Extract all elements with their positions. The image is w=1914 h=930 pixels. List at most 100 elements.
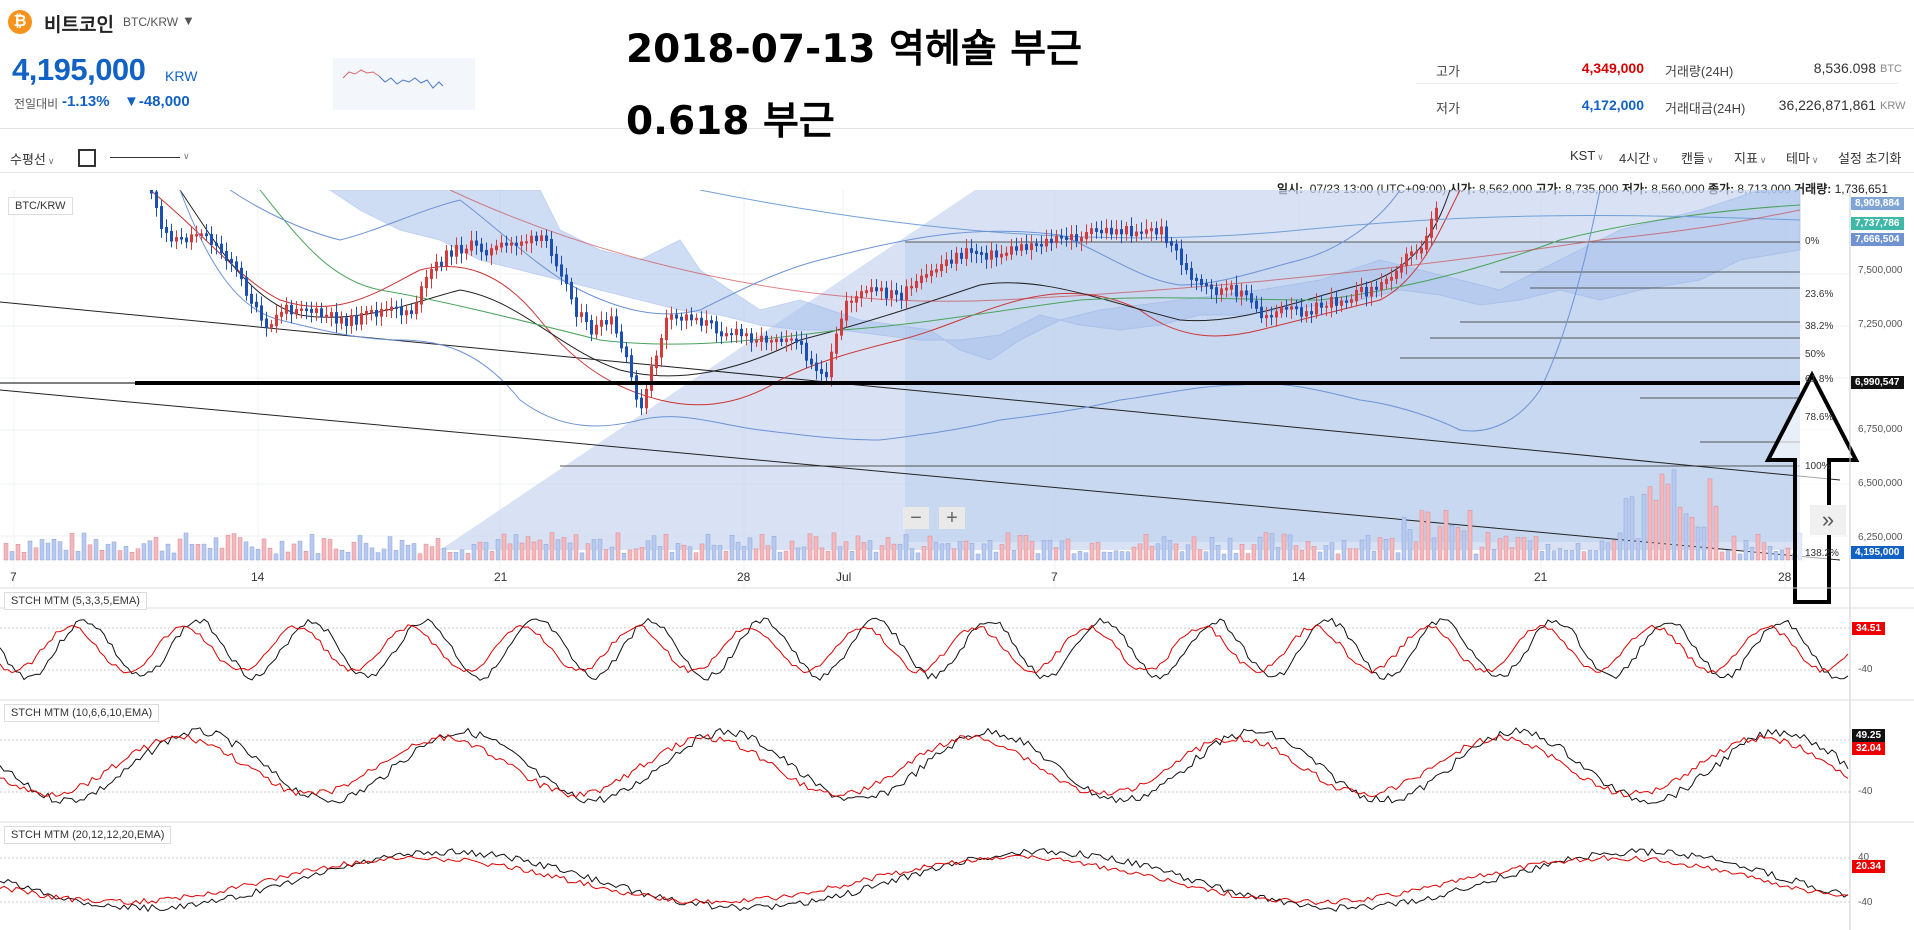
volume-bar (801, 546, 807, 561)
volume-bar (1533, 536, 1539, 561)
volume-bar (261, 538, 267, 561)
bollinger-bands (179, 190, 1601, 441)
line-color-picker[interactable] (78, 149, 96, 167)
volume-bar (1767, 546, 1773, 561)
timezone-label: KST (1570, 148, 1596, 163)
volume-bar (447, 552, 453, 561)
horizontal-line-tool[interactable]: 수평선 ∨ (10, 149, 54, 168)
volume-bar (819, 547, 825, 561)
candle-body (500, 242, 503, 248)
interval-dropdown[interactable]: 4시간 ∨ (1619, 148, 1659, 167)
candle-body (1390, 276, 1393, 281)
candle-body (1115, 229, 1118, 235)
candle-body (1295, 306, 1298, 310)
candle-body (505, 242, 508, 246)
coin-name[interactable]: 비트코인 (44, 15, 114, 36)
candle-body (1260, 306, 1263, 319)
candle-body (215, 242, 218, 246)
candle-body (940, 264, 943, 272)
volume-label: 거래량(24H) (1665, 64, 1734, 79)
volume-bar (933, 541, 939, 561)
annotation-text-2: 0.618 부근 (626, 99, 835, 144)
candle-body (1110, 227, 1113, 235)
zoom-out-button[interactable]: − (903, 507, 929, 529)
volume-bar (825, 550, 831, 561)
volume-bar (1665, 483, 1671, 561)
volume-bar (1443, 510, 1449, 561)
volume-bar (327, 539, 333, 561)
horizontal-line-label: 수평선 (10, 152, 46, 167)
candle-body (1095, 228, 1098, 232)
chevron-down-icon[interactable]: ∨ (183, 151, 190, 161)
candle-body (935, 269, 938, 273)
volume-bar (621, 552, 627, 561)
candlesticks (150, 190, 1438, 416)
volume-bar (1545, 544, 1551, 561)
x-tick: 28 (1778, 570, 1792, 584)
candle-body (740, 328, 743, 337)
volume-bar (399, 540, 405, 561)
double-chevron-right-icon[interactable]: » (1810, 505, 1846, 535)
candle-body (695, 317, 698, 321)
reset-settings-button[interactable]: 설정 초기화 (1838, 151, 1902, 166)
volume-bar (843, 541, 849, 561)
candle-body (780, 338, 783, 342)
volume-bar (501, 533, 507, 561)
chart-type-dropdown[interactable]: 캔들 ∨ (1681, 148, 1714, 167)
volume-bar (183, 532, 189, 561)
candle-body (285, 304, 288, 314)
volume-bar (705, 533, 711, 561)
volume-bar (1593, 550, 1599, 561)
volume-bar (1023, 535, 1029, 561)
line-style-preview[interactable] (110, 157, 180, 158)
volume-bar (861, 542, 867, 561)
indicator-dropdown[interactable]: 지표 ∨ (1734, 148, 1767, 167)
volume-bar (1017, 535, 1023, 561)
volume-bar (1113, 550, 1119, 561)
volume-bar (909, 548, 915, 561)
candle-body (965, 248, 968, 259)
volume-bar (1341, 540, 1347, 561)
candle-body (1070, 234, 1073, 240)
price-chart-canvas[interactable] (0, 190, 1914, 930)
chevron-down-icon[interactable]: ▼ (182, 13, 195, 28)
candle-body (1270, 315, 1273, 318)
volume-bar (513, 534, 519, 561)
volume-bar (1155, 543, 1161, 561)
candle-body (515, 242, 518, 246)
volume-bar (417, 553, 423, 561)
volume-bar (441, 547, 447, 561)
theme-dropdown[interactable]: 테마 ∨ (1786, 148, 1819, 167)
volume-bar (477, 541, 483, 561)
candle-body (1380, 282, 1383, 290)
volume-bar (1713, 505, 1719, 561)
candle-body (400, 306, 403, 316)
candle-body (950, 259, 953, 264)
zoom-in-button[interactable]: + (939, 507, 965, 529)
candle-body (1210, 284, 1213, 290)
volume-bar (591, 539, 597, 561)
volume-bar (1719, 551, 1725, 561)
candle-body (490, 248, 493, 256)
volume-bar (729, 535, 735, 561)
volume-bar (1179, 551, 1185, 561)
volume-bar (999, 544, 1005, 561)
volume-bar (1281, 533, 1287, 561)
indicator-2-tag: 49.25 (1852, 729, 1886, 742)
volume-bar (507, 543, 513, 561)
candle-body (235, 261, 238, 270)
volume-bar (963, 540, 969, 561)
volume-bar (1311, 546, 1317, 561)
volume-bar (1107, 551, 1113, 561)
candle-body (1300, 307, 1303, 317)
amount-unit: KRW (1880, 100, 1906, 112)
candle-body (1145, 229, 1148, 234)
volume-bar (1041, 540, 1047, 561)
candle-body (670, 314, 673, 320)
timezone-dropdown[interactable]: KST ∨ (1570, 148, 1604, 163)
candle-body (1175, 243, 1178, 251)
volume-bar (465, 553, 471, 561)
coin-pair[interactable]: BTC/KRW (123, 15, 179, 29)
candle-body (1185, 263, 1188, 271)
volume-bar (597, 538, 603, 561)
